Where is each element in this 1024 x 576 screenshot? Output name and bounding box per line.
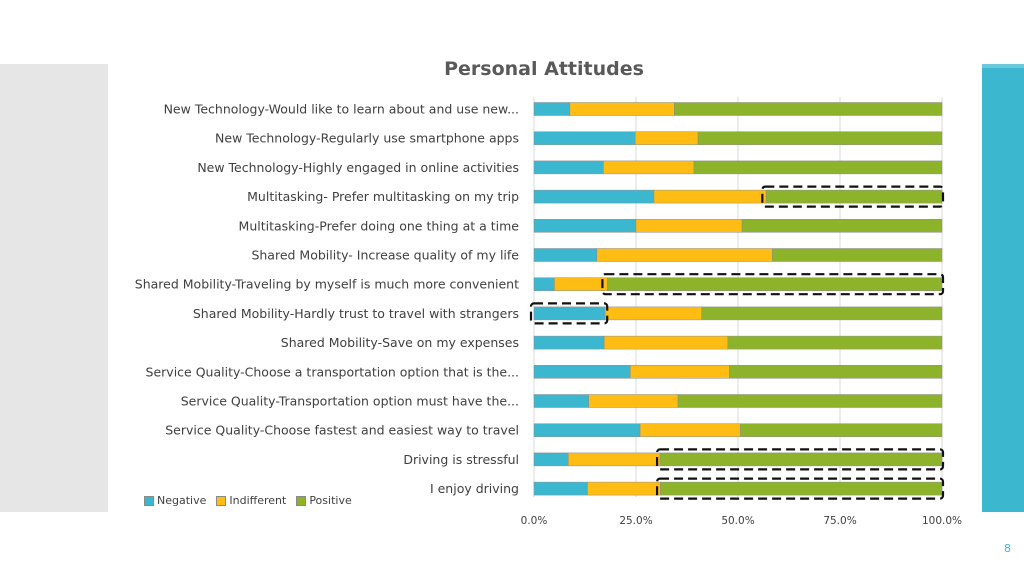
bar-segment-negative	[533, 189, 655, 204]
legend-item-indifferent: Indifferent	[216, 494, 286, 507]
legend-item-negative: Negative	[144, 494, 206, 507]
bar-segment-positive	[741, 219, 943, 233]
bar-segment-indifferent	[568, 452, 661, 467]
bar-segment-positive	[660, 481, 943, 496]
legend-label-positive: Positive	[309, 494, 352, 507]
category-label: Shared Mobility-Traveling by myself is m…	[135, 277, 519, 292]
right-accent-bar-edge	[982, 64, 1024, 68]
bar-segment-negative	[533, 248, 598, 262]
bar-segment-positive	[697, 131, 943, 145]
category-label: New Technology-Would like to learn about…	[164, 102, 519, 117]
bar-segment-negative	[533, 335, 605, 350]
highlight-box	[761, 185, 945, 208]
bar-segment-indifferent	[604, 306, 702, 321]
x-tick-label: 75.0%	[823, 515, 856, 527]
bar-segment-positive	[674, 102, 943, 116]
bar-segment-negative	[533, 365, 631, 379]
bar-segment-negative	[533, 481, 588, 496]
legend-swatch-negative	[144, 495, 154, 506]
bar-segment-positive	[729, 365, 943, 379]
bar-segment-indifferent	[569, 102, 675, 116]
bar-segment-indifferent	[596, 248, 773, 262]
bar-segment-indifferent	[635, 219, 743, 233]
bar-segment-positive	[727, 335, 943, 350]
category-label: Multitasking-Prefer doing one thing at a…	[239, 218, 520, 233]
highlight-box	[529, 302, 609, 325]
bar-segment-indifferent	[603, 160, 695, 175]
legend: Negative Indifferent Positive	[144, 494, 352, 507]
bar-segment-positive	[701, 306, 943, 321]
legend-label-negative: Negative	[157, 494, 207, 507]
category-label: Driving is stressful	[403, 452, 519, 467]
category-label: Service Quality-Transportation option mu…	[181, 394, 519, 409]
bar-segment-negative	[533, 277, 555, 291]
bar-segment-positive	[765, 189, 943, 204]
category-label: New Technology-Highly engaged in online …	[197, 160, 519, 175]
x-axis-tick-labels: 0.0% 25.0% 50.0% 75.0% 100.0%	[521, 515, 962, 527]
bar-segment-indifferent	[653, 189, 767, 204]
category-label: Multitasking- Prefer multitasking on my …	[247, 189, 519, 204]
bar-segment-positive	[677, 394, 943, 408]
bar-segment-indifferent	[603, 335, 729, 350]
x-tick-label: 50.0%	[721, 515, 754, 527]
legend-label-indifferent: Indifferent	[229, 494, 287, 507]
x-tick-label: 0.0%	[521, 515, 548, 527]
category-label: Service Quality-Choose fastest and easie…	[165, 423, 519, 438]
category-label: I enjoy driving	[430, 481, 519, 496]
bar-segment-negative	[533, 131, 636, 145]
bar-segment-indifferent	[587, 481, 661, 496]
chart-title: Personal Attitudes	[444, 58, 644, 80]
bar-segment-positive	[659, 452, 943, 467]
bar-segment-positive	[693, 160, 943, 175]
x-tick-label: 100.0%	[922, 515, 962, 527]
highlight-boxes	[529, 185, 945, 500]
right-accent-bar	[982, 64, 1024, 512]
legend-swatch-positive	[296, 495, 307, 506]
category-label: Shared Mobility- Increase quality of my …	[251, 248, 519, 263]
category-label: New Technology-Regularly use smartphone …	[215, 131, 519, 146]
bar-segment-indifferent	[588, 394, 679, 408]
category-label: Shared Mobility-Save on my expenses	[281, 335, 519, 350]
legend-swatch-indifferent	[216, 495, 227, 506]
bars	[533, 102, 943, 496]
highlight-box	[655, 477, 945, 500]
bar-segment-negative	[533, 102, 571, 116]
bar-segment-positive	[607, 277, 943, 291]
bar-segment-positive	[772, 248, 943, 262]
category-label: Service Quality-Choose a transportation …	[146, 364, 519, 379]
page-number: 8	[1004, 542, 1011, 555]
category-label: Shared Mobility-Hardly trust to travel w…	[193, 306, 519, 321]
left-side-panel	[0, 64, 108, 512]
highlight-box	[655, 448, 945, 471]
gridlines	[533, 97, 943, 497]
bar-segment-positive	[740, 423, 943, 437]
bar-segment-indifferent	[554, 277, 608, 291]
legend-item-positive: Positive	[296, 494, 352, 507]
highlight-box	[601, 273, 945, 296]
category-labels: New Technology-Would like to learn about…	[135, 102, 520, 497]
bar-segment-negative	[533, 394, 589, 408]
bar-segment-negative	[533, 306, 606, 321]
bar-segment-negative	[533, 219, 637, 233]
bar-segment-negative	[533, 423, 641, 437]
bar-segment-negative	[533, 160, 604, 175]
bar-segment-indifferent	[639, 423, 741, 437]
bar-segment-indifferent	[634, 131, 699, 145]
bar-segment-negative	[533, 452, 569, 467]
x-tick-label: 25.0%	[619, 515, 652, 527]
bar-segment-indifferent	[630, 365, 730, 379]
